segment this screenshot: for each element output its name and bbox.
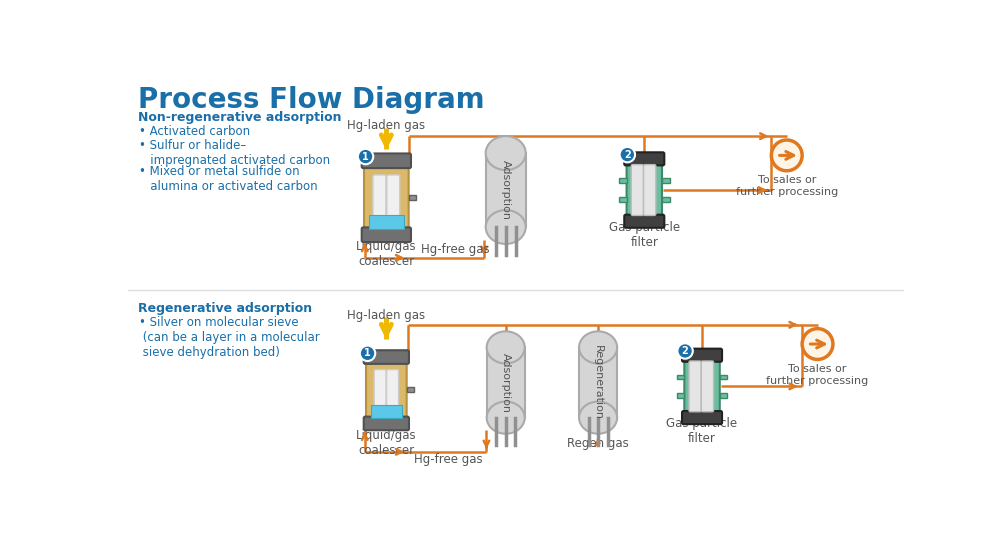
Text: Gas particle
filter: Gas particle filter (667, 417, 737, 445)
FancyBboxPatch shape (366, 359, 407, 422)
Text: • Sulfur or halide–
   impregnated activated carbon: • Sulfur or halide– impregnated activate… (139, 139, 330, 167)
FancyBboxPatch shape (701, 361, 714, 412)
Bar (677, 375, 685, 379)
Bar (579, 348, 617, 418)
Text: To sales or
further processing: To sales or further processing (736, 175, 838, 197)
Circle shape (359, 345, 376, 361)
FancyBboxPatch shape (624, 152, 665, 165)
Circle shape (619, 147, 635, 162)
Bar (720, 375, 727, 379)
Bar (409, 194, 416, 200)
Text: 1: 1 (365, 348, 371, 358)
Ellipse shape (485, 136, 526, 170)
Ellipse shape (579, 331, 617, 364)
Ellipse shape (485, 210, 526, 244)
FancyBboxPatch shape (631, 165, 643, 216)
FancyBboxPatch shape (364, 417, 409, 430)
Text: Regeneration: Regeneration (593, 345, 603, 420)
Bar (720, 393, 727, 398)
Bar (677, 393, 685, 398)
Text: 1: 1 (363, 152, 369, 162)
Text: Hg-free gas: Hg-free gas (421, 243, 489, 256)
Ellipse shape (486, 331, 525, 364)
Text: Adsorption: Adsorption (500, 353, 511, 413)
FancyBboxPatch shape (362, 154, 411, 168)
Bar (662, 197, 670, 202)
Circle shape (771, 140, 803, 171)
Bar (371, 405, 402, 418)
FancyBboxPatch shape (626, 160, 662, 220)
Text: To sales or
further processing: To sales or further processing (766, 364, 869, 385)
FancyBboxPatch shape (364, 350, 409, 364)
Circle shape (803, 329, 833, 359)
Text: Hg-laden gas: Hg-laden gas (347, 119, 425, 132)
FancyBboxPatch shape (364, 163, 409, 233)
FancyBboxPatch shape (689, 361, 701, 412)
Text: • Mixed or metal sulfide on
   alumina or activated carbon: • Mixed or metal sulfide on alumina or a… (139, 165, 318, 193)
Circle shape (357, 149, 374, 164)
Circle shape (678, 343, 693, 359)
Bar (485, 153, 526, 227)
Bar (662, 178, 670, 183)
FancyBboxPatch shape (682, 411, 722, 424)
Bar (486, 348, 525, 418)
Text: Hg-laden gas: Hg-laden gas (347, 309, 425, 323)
Text: Liquid/gas
coalescer: Liquid/gas coalescer (356, 429, 417, 457)
Text: Regen gas: Regen gas (567, 437, 629, 450)
FancyBboxPatch shape (362, 227, 411, 242)
Text: Gas particle
filter: Gas particle filter (608, 221, 680, 249)
Text: Adsorption: Adsorption (500, 160, 511, 220)
FancyBboxPatch shape (643, 165, 656, 216)
Ellipse shape (486, 402, 525, 434)
Bar (407, 388, 414, 392)
Text: Hg-free gas: Hg-free gas (415, 453, 483, 466)
Text: • Silver on molecular sieve
 (can be a layer in a molecular
 sieve dehydration b: • Silver on molecular sieve (can be a la… (139, 316, 320, 359)
FancyBboxPatch shape (624, 214, 665, 228)
FancyBboxPatch shape (387, 369, 399, 411)
Text: Non-regenerative adsorption: Non-regenerative adsorption (138, 111, 341, 125)
Text: Process Flow Diagram: Process Flow Diagram (138, 86, 484, 114)
FancyBboxPatch shape (685, 356, 720, 417)
Bar (619, 178, 626, 183)
Ellipse shape (579, 402, 617, 434)
Text: Liquid/gas
coalescer: Liquid/gas coalescer (356, 240, 417, 268)
FancyBboxPatch shape (682, 349, 722, 361)
FancyBboxPatch shape (387, 175, 400, 221)
Bar (619, 197, 626, 202)
Text: 2: 2 (624, 150, 630, 160)
Text: Regenerative adsorption: Regenerative adsorption (138, 302, 312, 315)
FancyBboxPatch shape (373, 175, 386, 221)
FancyBboxPatch shape (375, 369, 386, 411)
Bar (369, 214, 404, 229)
Text: • Activated carbon: • Activated carbon (139, 125, 251, 138)
Text: 2: 2 (682, 346, 689, 356)
